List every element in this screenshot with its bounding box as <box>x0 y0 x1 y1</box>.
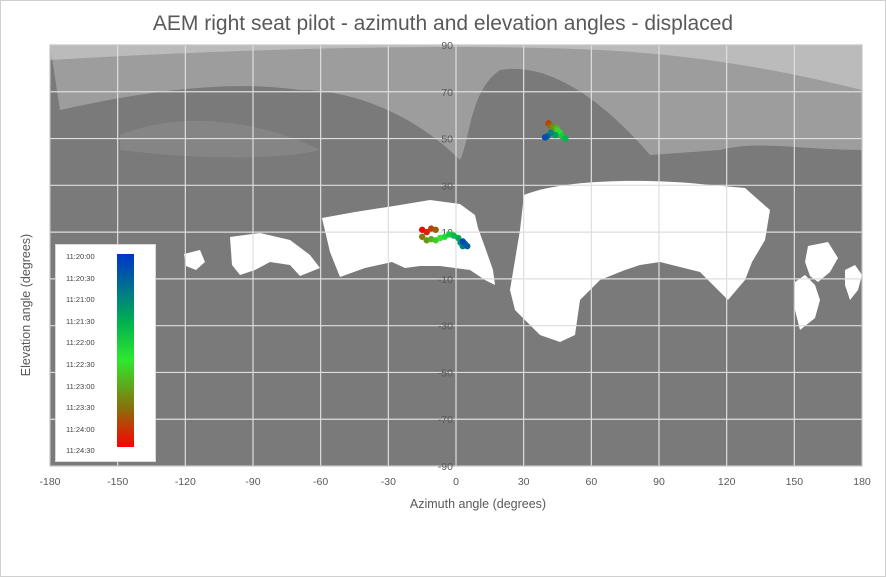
time-colorbar <box>117 254 134 447</box>
x-tick-label: -120 <box>175 476 196 488</box>
gaze-data-point <box>423 228 430 236</box>
gaze-data-point <box>418 233 426 240</box>
window-opening-front <box>322 200 495 285</box>
x-tick-label: -180 <box>39 476 60 488</box>
legend-time-label: 11:24:30 <box>66 446 95 456</box>
x-tick-label: -30 <box>381 476 396 488</box>
y-axis-label: Elevation angle (degrees) <box>19 233 33 377</box>
x-tick-label: 30 <box>518 476 530 488</box>
gaze-data-point <box>562 135 569 142</box>
time-colorbar-legend: 11:20:00 11:20:30 11:21:00 11:21:30 11:22:00… <box>55 244 156 462</box>
chart-title: AEM right seat pilot - azimuth and eleva… <box>152 12 734 35</box>
y-tick-label: -90 <box>438 461 453 473</box>
x-tick-label: -150 <box>107 476 128 488</box>
instrument-shadow-region <box>120 120 320 158</box>
window-opening-far-right <box>805 242 838 282</box>
legend-time-label: 11:22:00 <box>66 338 95 348</box>
x-tick-label: 150 <box>786 476 804 488</box>
legend-time-label: 11:21:30 <box>66 316 95 326</box>
legend-time-label: 11:20:00 <box>66 252 95 261</box>
x-tick-label: -60 <box>313 476 328 488</box>
y-tick-label: 50 <box>441 134 453 146</box>
window-opening-side <box>795 275 820 330</box>
window-opening-small <box>184 250 205 270</box>
x-tick-label: 60 <box>585 476 597 488</box>
window-opening-right <box>510 180 770 342</box>
y-tick-label: -50 <box>438 367 453 379</box>
canopy-upper-speckle <box>50 45 862 90</box>
y-tick-label: 30 <box>441 180 453 192</box>
window-opening-edge <box>845 265 862 300</box>
legend-time-label: 11:23:30 <box>66 403 95 413</box>
gaze-data-point <box>464 242 471 250</box>
y-tick-label: 90 <box>441 40 453 52</box>
gaze-data-point <box>541 134 549 141</box>
x-tick-label: 0 <box>453 476 459 488</box>
x-tick-label: -90 <box>245 476 260 488</box>
x-tick-label: 90 <box>653 476 665 488</box>
legend-time-label: 11:21:00 <box>66 295 95 305</box>
gaze-data-point <box>459 238 466 245</box>
legend-time-label: 11:22:30 <box>66 360 95 369</box>
y-tick-label: 70 <box>441 87 453 99</box>
y-tick-label: -30 <box>438 321 453 333</box>
x-axis-label: Azimuth angle (degrees) <box>409 497 547 511</box>
plot-border <box>49 44 863 467</box>
y-tick-label: -10 <box>438 274 453 286</box>
y-tick-label: -70 <box>438 414 453 426</box>
gaze-data-point <box>432 226 439 233</box>
legend-time-label: 11:20:30 <box>66 273 95 283</box>
x-tick-label: 120 <box>718 476 736 488</box>
x-tick-label: 180 <box>853 476 871 488</box>
legend-time-label: 11:24:00 <box>66 424 95 434</box>
legend-time-label: 11:23:00 <box>66 381 95 391</box>
